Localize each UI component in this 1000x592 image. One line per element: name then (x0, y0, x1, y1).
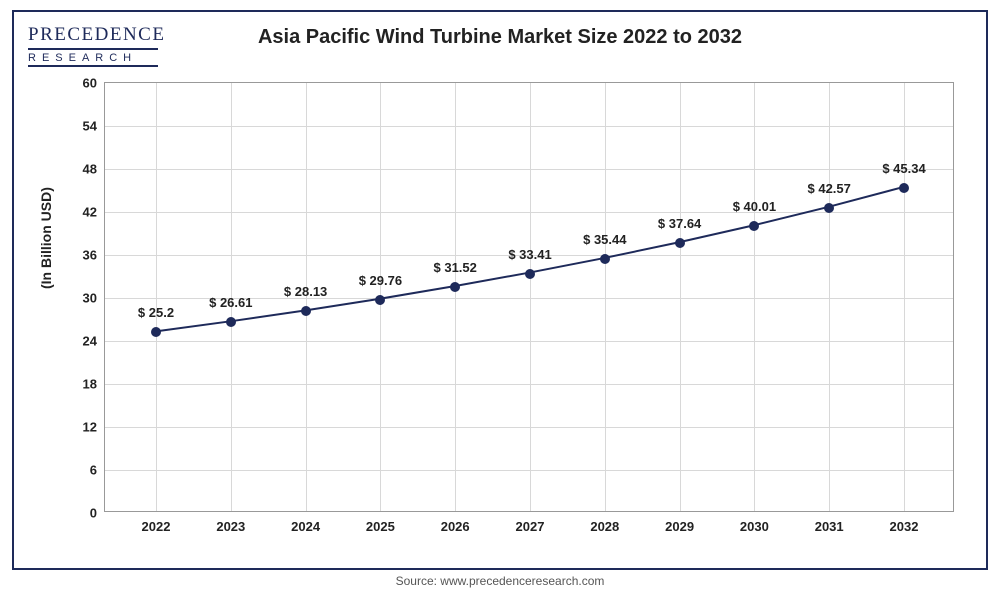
x-tick-label: 2031 (815, 519, 844, 534)
x-tick-label: 2032 (890, 519, 919, 534)
x-tick-label: 2023 (216, 519, 245, 534)
data-point (375, 295, 385, 305)
data-label: $ 25.2 (138, 305, 174, 320)
data-label: $ 31.52 (434, 260, 477, 275)
data-label: $ 26.61 (209, 295, 252, 310)
chart-title: Asia Pacific Wind Turbine Market Size 20… (14, 26, 986, 49)
y-tick-label: 24 (67, 334, 97, 349)
y-tick-label: 36 (67, 248, 97, 263)
y-tick-label: 60 (67, 76, 97, 91)
data-point (749, 221, 759, 231)
y-tick-label: 12 (67, 420, 97, 435)
x-tick-label: 2022 (142, 519, 171, 534)
source-caption: Source: www.precedenceresearch.com (0, 574, 1000, 588)
data-label: $ 35.44 (583, 232, 626, 247)
data-label: $ 45.34 (882, 161, 925, 176)
y-tick-label: 42 (67, 205, 97, 220)
data-label: $ 28.13 (284, 284, 327, 299)
x-tick-label: 2025 (366, 519, 395, 534)
data-label: $ 37.64 (658, 216, 701, 231)
y-tick-label: 0 (67, 506, 97, 521)
y-tick-label: 18 (67, 377, 97, 392)
data-point (226, 317, 236, 327)
x-tick-label: 2029 (665, 519, 694, 534)
y-tick-label: 54 (67, 119, 97, 134)
data-point (824, 203, 834, 213)
data-point (899, 183, 909, 193)
data-label: $ 42.57 (808, 181, 851, 196)
data-point (151, 327, 161, 337)
x-tick-label: 2026 (441, 519, 470, 534)
data-label: $ 33.41 (508, 247, 551, 262)
data-label: $ 29.76 (359, 273, 402, 288)
data-point (675, 238, 685, 248)
chart-frame: PRECEDENCE RESEARCH Asia Pacific Wind Tu… (12, 10, 988, 570)
x-tick-label: 2028 (590, 519, 619, 534)
x-tick-label: 2027 (516, 519, 545, 534)
data-point (450, 282, 460, 292)
data-label: $ 40.01 (733, 199, 776, 214)
x-tick-label: 2024 (291, 519, 320, 534)
logo-line2: RESEARCH (28, 48, 158, 67)
y-axis-label: (In Billion USD) (38, 187, 54, 289)
x-tick-label: 2030 (740, 519, 769, 534)
data-point (301, 306, 311, 316)
y-tick-label: 30 (67, 291, 97, 306)
y-tick-label: 6 (67, 463, 97, 478)
plot-area: 0612182430364248546020222023202420252026… (104, 82, 954, 512)
data-point (525, 269, 535, 279)
data-point (600, 254, 610, 264)
y-tick-label: 48 (67, 162, 97, 177)
